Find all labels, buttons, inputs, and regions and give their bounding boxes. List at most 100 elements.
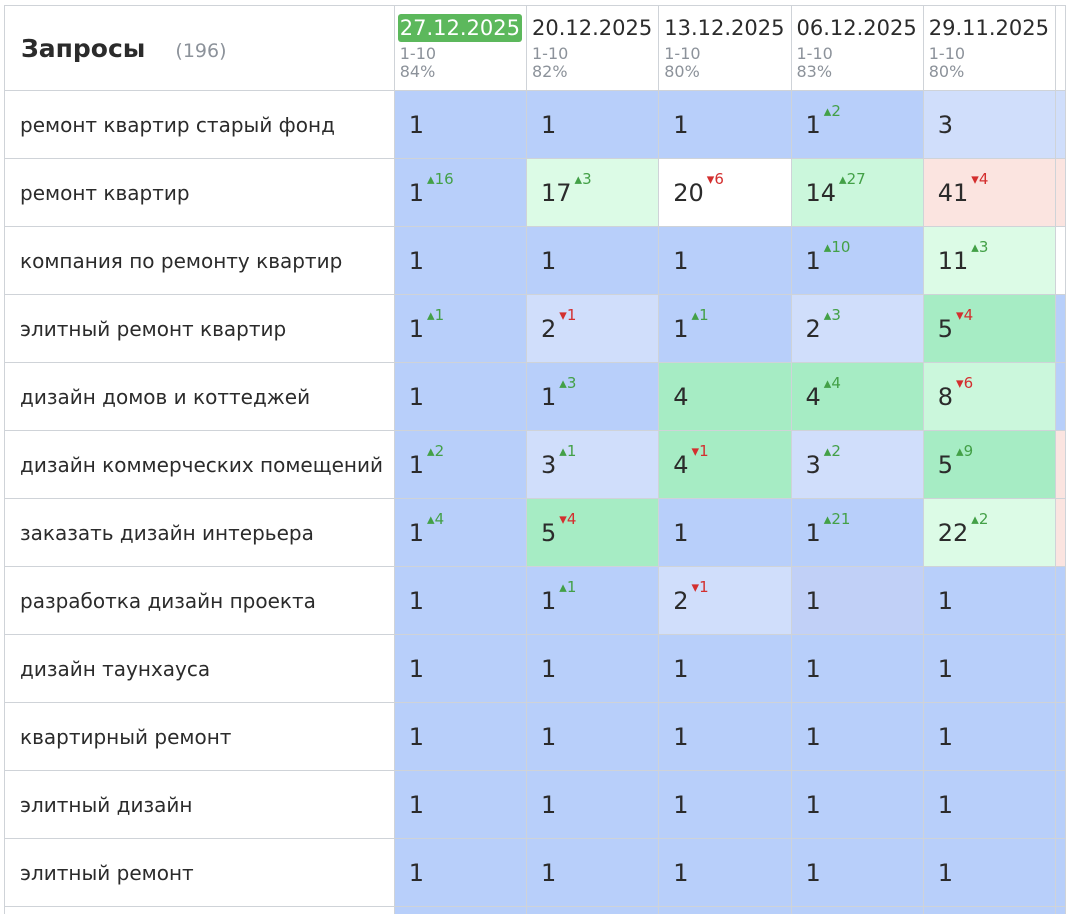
percent-label: 80% [928,62,965,81]
delta-down-indicator: ▾4 [971,169,989,188]
delta-down-indicator: ▾4 [559,509,577,528]
position-cell: 1 ▴1 [658,294,792,363]
position-cell: 1 [790,838,924,907]
position-value: 20 [673,178,704,207]
percent-label: 80% [664,62,700,81]
position-cell: 1 ▴1 [525,566,660,635]
position-value: 1 [937,722,954,751]
position-value: 1 [937,858,954,887]
position-value: 1 [937,654,954,683]
position-value: 1 [541,110,557,139]
query-cell[interactable]: элитный ремонт [4,838,395,907]
delta-value: 1 [434,305,445,324]
position-cell: 1 ▴10 [790,226,924,295]
delta-up-indicator: ▴4 [823,373,841,392]
position-cell: 1 [922,770,1057,839]
position-value: 1 [673,790,689,819]
table-row: дизайн таунхауса 1 1 1 1 1 [4,634,1066,703]
date-column-header-partial[interactable] [1055,5,1066,91]
query-cell[interactable]: дизайн коммерческих помещений [4,430,395,499]
delta-up-indicator: ▴3 [559,373,577,392]
position-cell-partial [922,906,1057,914]
position-value: 1 [673,110,689,139]
query-cell[interactable]: ремонт квартир старый фонд [4,90,395,159]
date-column-header[interactable]: 29.11.2025 1-10 80% [922,5,1057,91]
position-cell: 4 ▴4 [790,362,924,431]
table-row: элитный дизайн 1 1 1 1 1 [4,770,1066,839]
date-column-header[interactable]: 06.12.2025 1-10 83% [790,5,924,91]
position-value: 11 [937,246,969,275]
position-cell: 1 [922,566,1057,635]
position-value: 41 [937,178,969,207]
position-value: 1 [805,790,821,819]
position-value: 4 [673,382,689,411]
position-cell-partial [525,906,660,914]
date-label-active: 27.12.2025 [397,14,522,42]
position-cell: 1 ▴3 [525,362,660,431]
delta-value: 2 [978,509,989,528]
position-cell: 1 ▴21 [790,498,924,567]
position-cell-partial [393,906,528,914]
position-cell: 1 [393,702,528,771]
delta-value: 6 [963,373,974,392]
query-cell[interactable]: ремонт квартир [4,158,395,227]
position-cell: 1 [658,702,792,771]
position-cell: 1 [525,838,660,907]
query-cell[interactable]: дизайн таунхауса [4,634,395,703]
date-column-header[interactable]: 27.12.2025 1-10 84% [393,5,528,91]
delta-up-indicator: ▴21 [823,509,851,528]
query-cell[interactable]: компания по ремонту квартир [4,226,395,295]
position-value: 2 [541,314,557,343]
percent-label: 83% [796,62,833,81]
date-column-header[interactable]: 13.12.2025 1-10 80% [658,5,792,91]
delta-up-indicator: ▴3 [823,305,841,324]
percent-label: 84% [399,62,436,81]
delta-up-indicator: ▴27 [839,169,866,188]
delta-value: 2 [434,441,445,460]
position-cell: 17 ▴3 [525,158,660,227]
delta-down-indicator: ▾1 [691,577,709,596]
queries-header[interactable]: Запросы (196) [4,5,395,91]
delta-down-indicator: ▾4 [956,305,974,324]
query-cell[interactable]: заказать дизайн интерьера [4,498,395,567]
date-label: 13.12.2025 [664,16,785,40]
delta-value: 1 [566,305,577,324]
queries-count: (196) [175,39,227,62]
position-value: 1 [805,246,821,275]
query-cell[interactable]: разработка дизайн проекта [4,566,395,635]
table-row: заказать дизайн интерьера 1 ▴4 5 ▾4 1 1 ▴21… [4,498,1066,567]
position-value: 1 [673,314,689,343]
position-cell: 1 [658,498,792,567]
date-column-header[interactable]: 20.12.2025 1-10 82% [525,5,660,91]
delta-up-indicator: ▴1 [559,441,577,460]
position-value: 1 [937,586,954,615]
percent-label: 82% [532,62,568,81]
delta-value: 1 [699,441,709,460]
position-cell: 41 ▾4 [922,158,1057,227]
delta-value: 2 [831,441,841,460]
position-cell-partial [1055,838,1066,907]
query-cell[interactable]: элитный дизайн [4,770,395,839]
delta-value: 10 [831,237,851,256]
query-cell[interactable]: дизайн домов и коттеджей [4,362,395,431]
query-cell[interactable]: квартирный ремонт [4,702,395,771]
position-value: 2 [805,314,821,343]
position-cell: 1 [790,634,924,703]
query-cell[interactable]: элитный ремонт квартир [4,294,395,363]
delta-down-indicator: ▾6 [956,373,974,392]
delta-value: 3 [978,237,989,256]
delta-up-indicator: ▴4 [427,509,445,528]
position-cell: 3 ▴2 [790,430,924,499]
position-value: 1 [673,858,689,887]
position-value: 1 [805,858,821,887]
position-cell: 2 ▾1 [525,294,660,363]
delta-value: 4 [978,169,989,188]
position-value: 1 [541,654,557,683]
position-value: 5 [937,314,954,343]
delta-up-indicator: ▴1 [691,305,709,324]
position-cell: 14 ▴27 [790,158,924,227]
position-value: 3 [541,450,557,479]
position-cell: 1 [393,838,528,907]
position-cell: 2 ▴3 [790,294,924,363]
position-cell: 5 ▾4 [922,294,1057,363]
